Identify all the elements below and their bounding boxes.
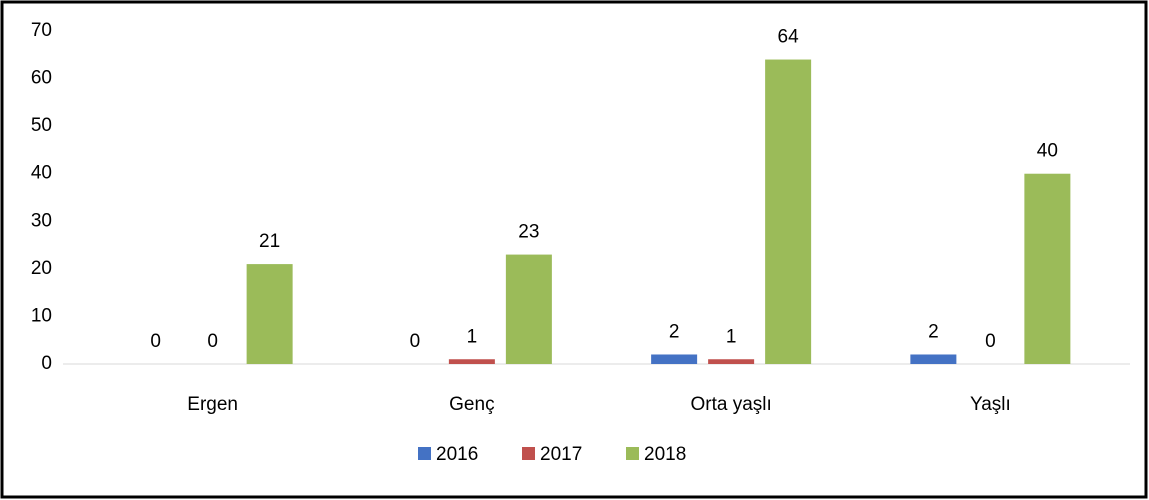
bar <box>246 264 293 364</box>
bar <box>1024 173 1071 364</box>
bar <box>651 354 698 364</box>
legend-label: 2018 <box>644 444 686 465</box>
y-tick-label: 30 <box>31 210 52 231</box>
bar <box>765 59 812 365</box>
y-tick-label: 60 <box>31 68 52 89</box>
data-label: 40 <box>1037 141 1058 162</box>
data-label: 1 <box>467 326 478 347</box>
data-label: 0 <box>410 331 421 352</box>
y-tick-label: 40 <box>31 163 52 184</box>
data-label: 0 <box>985 331 996 352</box>
data-label: 21 <box>259 231 280 252</box>
legend-label: 2016 <box>436 444 478 465</box>
bar <box>448 359 495 364</box>
data-label: 0 <box>207 331 218 352</box>
bar <box>505 254 552 364</box>
y-tick-label: 70 <box>31 20 52 41</box>
data-label: 0 <box>150 331 161 352</box>
y-tick-label: 50 <box>31 115 52 136</box>
data-label: 23 <box>518 222 539 243</box>
x-tick-label: Ergen <box>187 394 238 415</box>
x-tick-label: Orta yaşlı <box>690 394 771 415</box>
data-label: 1 <box>726 326 737 347</box>
y-tick-label: 0 <box>41 353 52 374</box>
bar <box>708 359 755 364</box>
y-tick-label: 20 <box>31 258 52 279</box>
x-tick-label: Yaşlı <box>970 394 1011 415</box>
x-tick-label: Genç <box>449 394 494 415</box>
data-label: 2 <box>669 322 680 343</box>
legend-swatch <box>522 447 535 460</box>
bar <box>910 354 957 364</box>
legend-swatch <box>626 447 639 460</box>
data-label: 64 <box>778 27 800 48</box>
legend-swatch <box>418 447 431 460</box>
legend-label: 2017 <box>540 444 582 465</box>
data-label: 2 <box>928 322 939 343</box>
y-tick-label: 10 <box>31 305 52 326</box>
